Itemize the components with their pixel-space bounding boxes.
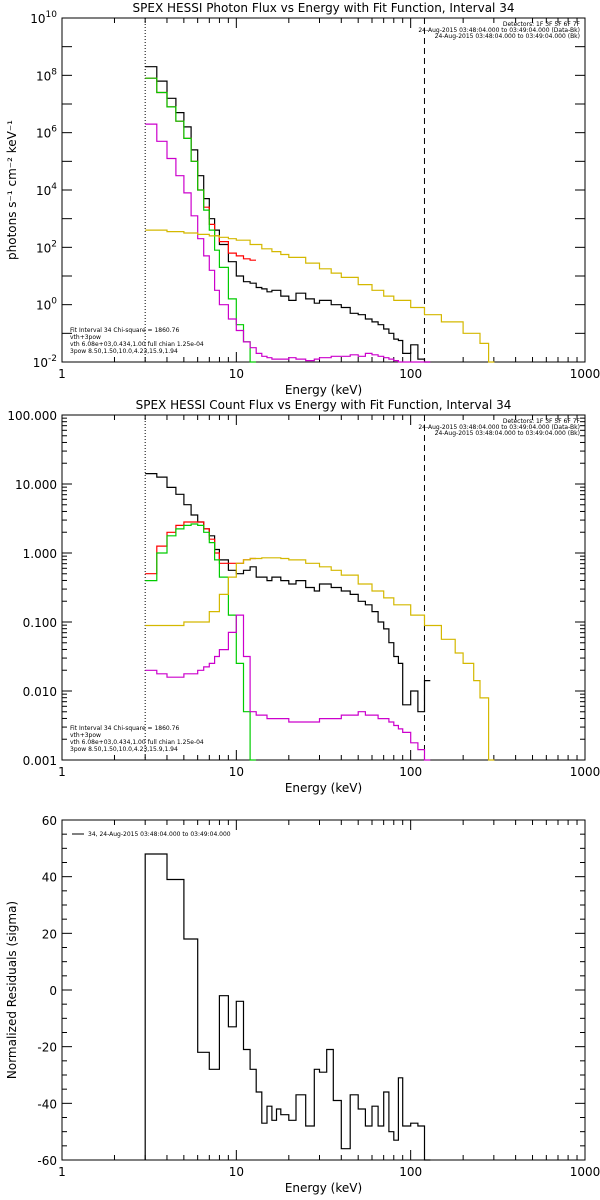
y-tick-label: 60 (42, 814, 57, 828)
legend-entry: 24-Aug-2015 03:48:04.000 to 03:49:04.000… (418, 27, 580, 34)
y-tick-label: -40 (37, 1097, 57, 1111)
x-tick-label: 100 (399, 765, 422, 779)
legend-entry: 24-Aug-2015 03:48:04.000 to 03:49:04.000… (418, 424, 580, 431)
x-tick-label: 1 (58, 765, 66, 779)
legend-entry: Fit Interval 34 Chi-square = 1860.76 (70, 327, 179, 334)
x-axis-label: Energy (keV) (285, 383, 362, 397)
series-line-2 (145, 77, 256, 363)
chart-title: SPEX HESSI Photon Flux vs Energy with Fi… (133, 1, 515, 15)
x-tick-label: 1000 (570, 765, 600, 779)
legend-entry: vth 6.08e+03,0.434,1.00 full chian 1.25e… (70, 341, 204, 348)
y-tick-label: 100.000 (7, 409, 57, 423)
series-line-3 (145, 614, 431, 761)
series-line-1 (145, 521, 256, 575)
y-axis-label: photons s⁻¹ cm⁻² keV⁻¹ (5, 120, 19, 260)
x-axis-label: Energy (keV) (285, 1181, 362, 1195)
y-tick-label: -60 (37, 1154, 57, 1168)
series-line-0 (145, 473, 431, 713)
x-tick-label: 100 (399, 367, 422, 381)
y-tick-label: 0 (49, 984, 57, 998)
x-tick-label: 1 (58, 1165, 66, 1179)
series-line-3 (145, 123, 431, 363)
x-tick-label: 1 (58, 367, 66, 381)
y-tick-label: 10.000 (15, 478, 57, 492)
y-tick-label: 0.001 (23, 754, 57, 768)
legend-entry: vth 6.08e+03,0.434,1.00 full chian 1.25e… (70, 739, 204, 746)
residual-line (144, 853, 431, 1161)
y-tick-label: 108 (36, 67, 57, 83)
chart-title: SPEX HESSI Count Flux vs Energy with Fit… (136, 398, 512, 412)
y-tick-label: 20 (42, 927, 57, 941)
x-tick-label: 100 (399, 1165, 422, 1179)
y-tick-label: 0.010 (23, 685, 57, 699)
legend-entry: Fit Interval 34 Chi-square = 1860.76 (70, 725, 179, 732)
y-tick-label: 1010 (30, 10, 57, 26)
legend-entry: 3pow 8.50,1.50,10.0,4.23,15.9,1.94 (70, 746, 178, 753)
x-tick-label: 10 (229, 367, 244, 381)
y-tick-label: 104 (36, 182, 57, 198)
legend-entry: 24-Aug-2015 03:48:04.000 to 03:49:04.000… (435, 33, 580, 40)
series-line-4 (145, 557, 495, 761)
y-tick-label: 10-2 (33, 354, 57, 370)
x-tick-label: 10 (229, 765, 244, 779)
series-line-2 (145, 523, 256, 761)
series-line-4 (145, 229, 495, 363)
y-tick-label: 106 (36, 125, 57, 141)
legend-entry: 24-Aug-2015 03:48:04.000 to 03:49:04.000… (435, 430, 580, 437)
y-axis-label: Normalized Residuals (sigma) (5, 901, 19, 1079)
y-tick-label: -20 (37, 1041, 57, 1055)
y-tick-label: 0.100 (23, 616, 57, 630)
legend-entry: Detectors: 1F 3F 5F 6F 7F (503, 418, 581, 425)
series-line-1 (145, 77, 256, 261)
plot-frame-1 (61, 414, 586, 761)
legend-entry: vth+3pow (70, 334, 101, 341)
legend-entry: vth+3pow (70, 732, 101, 739)
series-line-0 (145, 66, 431, 363)
x-axis-label: Energy (keV) (285, 781, 362, 795)
y-tick-label: 1.000 (23, 547, 57, 561)
legend-entry: 34, 24-Aug-2015 03:48:04.000 to 03:49:04… (88, 831, 231, 838)
x-tick-label: 10 (229, 1165, 244, 1179)
legend-entry: Detectors: 1F 3F 5F 6F 7F (503, 21, 581, 28)
plot-frame-0 (61, 17, 586, 363)
x-tick-label: 1000 (570, 367, 600, 381)
y-tick-label: 40 (42, 871, 57, 885)
plot-frame-2 (61, 819, 586, 1161)
legend-entry: 3pow 8.50,1.50,10.0,4.23,15.9,1.94 (70, 348, 178, 355)
y-tick-label: 102 (36, 239, 57, 255)
y-tick-label: 100 (36, 297, 57, 313)
x-tick-label: 1000 (570, 1165, 600, 1179)
